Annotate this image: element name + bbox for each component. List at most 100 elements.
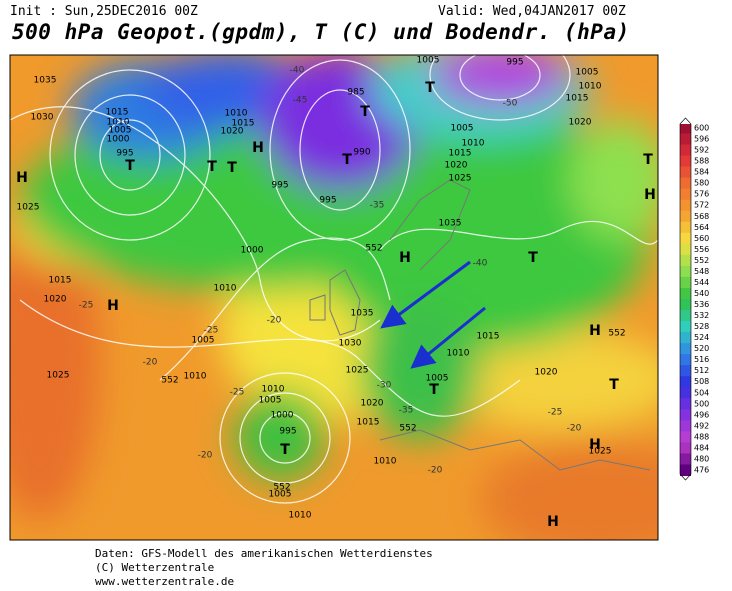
isobar-label: 1015 [232,119,255,129]
isobar-label: 1010 [462,139,485,149]
colorbar-swatch [680,387,691,399]
isobar-label: 1025 [449,174,472,184]
colorbar-swatch [680,420,691,432]
footer-line: www.wetterzentrale.de [95,575,235,588]
isobar-label: 1015 [566,94,589,104]
colorbar-swatch [680,243,691,256]
colorbar-swatch [680,276,691,289]
colorbar-swatch [680,343,691,355]
isobar-label: 1030 [339,339,362,349]
pressure-center: H [107,298,119,314]
colorbar-swatch [680,133,691,146]
colorbar-swatch [680,166,691,179]
colorbar-swatch [680,265,691,278]
temperature-label: -50 [503,99,518,109]
field [10,55,658,540]
isobar-label: 1020 [445,161,468,171]
isobar-label: 1025 [589,447,612,457]
colorbar-label: 536 [694,300,709,309]
isobar-label: 1015 [49,276,72,286]
pressure-center: T [528,250,538,266]
temperature-label: -25 [230,388,245,398]
isobar-label: 1005 [109,126,132,136]
isobar-label: 1015 [477,332,500,342]
colorbar-swatch [680,453,691,465]
colorbar-label: 484 [694,443,709,452]
pressure-center: H [16,170,28,186]
isobar-label: 1015 [449,149,472,159]
colorbar-swatch [680,221,691,234]
temperature-label: -20 [198,451,213,461]
colorbar-label: 548 [694,267,709,276]
isobar-label: 552 [273,483,290,493]
temperature-label: -25 [79,301,94,311]
colorbar-label: 512 [694,366,709,375]
colorbar-swatch [680,442,691,454]
pressure-center: T [207,159,217,175]
colorbar-label: 496 [694,410,709,419]
arrow [410,306,486,369]
colorbar-swatch [680,354,691,366]
colorbar-swatch [680,376,691,388]
isobar-label: 995 [271,181,288,191]
pressure-center: H [589,437,601,453]
pressure-center: T [125,158,135,174]
temperature-label: -45 [293,96,308,106]
colorbar-label: 492 [694,421,709,430]
isobar-label: 1010 [107,118,130,128]
isobar-label: 1015 [106,108,129,118]
isobar-label: 552 [365,244,382,254]
isobar-label: 1010 [447,349,470,359]
pressure-center: T [429,382,439,398]
colorbar-swatch [680,287,691,300]
pressure-center: T [342,152,352,168]
colorbar-label: 520 [694,344,709,353]
isobar-label: 1030 [31,113,54,123]
isobar-label: 1000 [241,246,264,256]
temperature-label: -35 [399,406,414,416]
colorbar-outline [679,117,692,481]
colorbar-swatch [680,188,691,201]
colorbar-swatch [680,310,691,322]
map-title: 500 hPa Geopot.(gpdm), T (C) und Bodendr… [12,20,630,44]
arrow [380,260,471,329]
isobar-label: 995 [506,58,523,68]
colorbar-label: 480 [694,454,709,463]
colorbar-label: 528 [694,322,709,331]
pressure-center: T [425,80,435,96]
colorbar-label: 568 [694,212,709,221]
temperature-label: -20 [267,316,282,326]
isobar-label: 1005 [259,396,282,406]
pressure-center: T [643,152,653,168]
colorbar-label: 488 [694,432,709,441]
isobar-label: 1000 [271,411,294,421]
isobar-label: 985 [347,88,364,98]
colorbar-swatch [680,199,691,212]
pressure-center: H [399,250,411,266]
colorbar-label: 576 [694,190,709,199]
colorbar-label: 544 [694,278,709,287]
colorbar-swatch [680,332,691,344]
colorbar-swatch [680,409,691,421]
pressure-center: T [609,377,619,393]
colorbar-swatch [680,464,691,477]
temperature-label: -30 [377,381,392,391]
pressure-center: T [360,104,370,120]
colorbar-label: 600 [694,124,709,133]
colorbar-label: 552 [694,256,709,265]
colorbar-swatch [680,254,691,267]
isobar-label: 1005 [451,124,474,134]
isobar-label: 1035 [439,219,462,229]
colorbar-swatch [680,144,691,157]
isobar-label: 1020 [44,295,67,305]
isobar-label: 1010 [214,284,237,294]
colorbar-swatch [680,155,691,168]
colorbar-swatch [680,177,691,190]
colorbar-label: 508 [694,377,709,386]
colorbar-label: 596 [694,135,709,144]
isobar-label: 1020 [221,127,244,137]
colorbar-swatch [680,299,691,311]
temperature-label: -40 [290,66,305,76]
colorbar-swatch [680,365,691,377]
